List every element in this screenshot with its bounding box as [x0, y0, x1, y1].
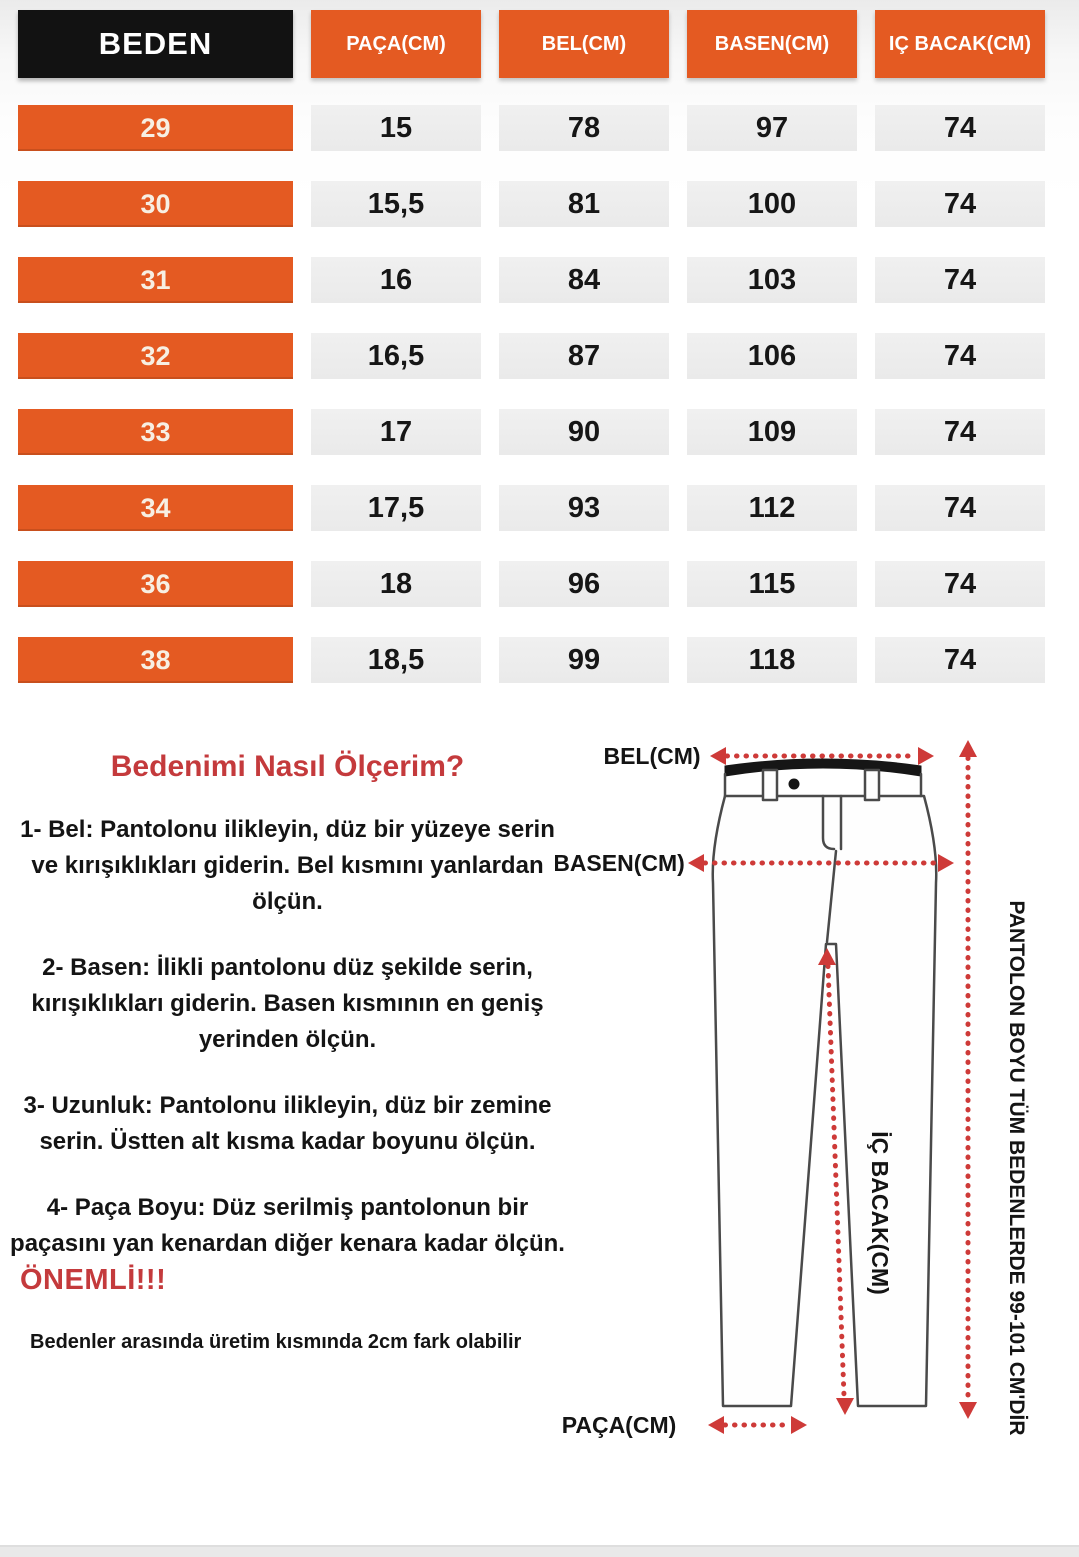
paca-cell: 15 — [311, 105, 481, 151]
bel-arrowhead-left — [710, 747, 726, 765]
bel-label: BEL(CM) — [603, 743, 700, 769]
size-cell: 36 — [18, 561, 293, 607]
waistband — [724, 758, 922, 777]
paca-arrowhead-left — [708, 1416, 724, 1434]
basen-cell: 112 — [687, 485, 857, 531]
paca-cell: 17 — [311, 409, 481, 455]
header-basen: BASEN(CM) — [687, 10, 857, 78]
basen-cell: 97 — [687, 105, 857, 151]
table-row: 36 18 96 115 74 — [18, 561, 1063, 607]
belt-loop-right — [863, 768, 881, 802]
instruction-basen: 2- Basen: İlikli pantolonu düz şekilde s… — [31, 954, 544, 1053]
header-ic-bacak: IÇ BACAK(CM) — [875, 10, 1045, 78]
bottom-strip — [0, 1545, 1079, 1557]
basen-cell: 115 — [687, 561, 857, 607]
basen-cell: 118 — [687, 637, 857, 683]
table-row: 32 16,5 87 106 74 — [18, 333, 1063, 379]
important-label: ÖNEMLİ!!! — [20, 1264, 167, 1296]
ic-bacak-arrowhead-bottom — [836, 1398, 854, 1415]
paca-cell: 16,5 — [311, 333, 481, 379]
size-cell: 29 — [18, 105, 293, 151]
paca-label: PAÇA(CM) — [562, 1412, 677, 1438]
bel-cell: 87 — [499, 333, 669, 379]
paca-cell: 15,5 — [311, 181, 481, 227]
basen-label: BASEN(CM) — [555, 850, 685, 876]
ic-bacak-cell: 74 — [875, 257, 1045, 303]
basen-cell: 100 — [687, 181, 857, 227]
size-cell: 31 — [18, 257, 293, 303]
bel-cell: 99 — [499, 637, 669, 683]
table-row: 31 16 84 103 74 — [18, 257, 1063, 303]
ic-bacak-cell: 74 — [875, 181, 1045, 227]
pants-measurement-diagram: BEL(CM) BASEN(CM) İÇ BACAK(CM) PAÇA(CM) … — [555, 740, 1028, 1438]
paca-cell: 17,5 — [311, 485, 481, 531]
bel-cell: 84 — [499, 257, 669, 303]
table-row: 33 17 90 109 74 — [18, 409, 1063, 455]
instruction-bel: 1- Bel: Pantolonu ilikleyin, düz bir yüz… — [20, 816, 555, 915]
pant-length-label: PANTOLON BOYU TÜM BEDENLERDE 99-101 CM'D… — [1005, 900, 1028, 1435]
size-cell: 30 — [18, 181, 293, 227]
ic-bacak-cell: 74 — [875, 333, 1045, 379]
basen-cell: 109 — [687, 409, 857, 455]
ic-bacak-cell: 74 — [875, 561, 1045, 607]
header-beden: BEDEN — [18, 10, 293, 78]
center-seam — [825, 849, 838, 944]
pants-outline — [711, 794, 938, 1408]
pant-length-arrowhead-top — [959, 740, 977, 757]
bel-arrowhead-right — [918, 747, 934, 765]
size-cell: 32 — [18, 333, 293, 379]
bel-cell: 81 — [499, 181, 669, 227]
bel-cell: 90 — [499, 409, 669, 455]
size-cell: 38 — [18, 637, 293, 683]
paca-arrowhead-right — [791, 1416, 807, 1434]
basen-arrowhead-right — [938, 854, 954, 872]
basen-cell: 103 — [687, 257, 857, 303]
measuring-instructions: Bedenimi Nasıl Ölçerim? 1- Bel: Pantolon… — [10, 750, 565, 1354]
ic-bacak-arrow — [825, 963, 847, 1399]
instructions-title: Bedenimi Nasıl Ölçerim? — [110, 750, 465, 783]
paca-cell: 16 — [311, 257, 481, 303]
header-paca: PAÇA(CM) — [311, 10, 481, 78]
basen-arrowhead-left — [688, 854, 704, 872]
table-row: 30 15,5 81 100 74 — [18, 181, 1063, 227]
paca-cell: 18,5 — [311, 637, 481, 683]
button — [788, 778, 800, 790]
table-row: 29 15 78 97 74 — [18, 105, 1063, 151]
size-cell: 33 — [18, 409, 293, 455]
bel-cell: 96 — [499, 561, 669, 607]
ic-bacak-cell: 74 — [875, 409, 1045, 455]
fly-seam-left — [821, 794, 836, 851]
ic-bacak-arrowhead-top — [818, 948, 836, 965]
tolerance-note: Bedenler arasında üretim kısmında 2cm fa… — [30, 1331, 522, 1353]
table-row: 34 17,5 93 112 74 — [18, 485, 1063, 531]
size-cell: 34 — [18, 485, 293, 531]
ic-bacak-cell: 74 — [875, 105, 1045, 151]
size-table: BEDEN PAÇA(CM) BEL(CM) BASEN(CM) IÇ BACA… — [18, 10, 1063, 713]
ic-bacak-label: İÇ BACAK(CM) — [867, 1131, 893, 1295]
ic-bacak-cell: 74 — [875, 637, 1045, 683]
ic-bacak-cell: 74 — [875, 485, 1045, 531]
belt-loop-left — [761, 768, 779, 802]
instruction-paca: 4- Paça Boyu: Düz serilmiş pantolonun bi… — [10, 1194, 565, 1257]
paca-cell: 18 — [311, 561, 481, 607]
instruction-uzunluk: 3- Uzunluk: Pantolonu ilikleyin, düz bir… — [23, 1092, 552, 1155]
waistband-edges — [723, 772, 923, 798]
bel-cell: 78 — [499, 105, 669, 151]
header-bel: BEL(CM) — [499, 10, 669, 78]
table-row: 38 18,5 99 118 74 — [18, 637, 1063, 683]
basen-cell: 106 — [687, 333, 857, 379]
table-header-row: BEDEN PAÇA(CM) BEL(CM) BASEN(CM) IÇ BACA… — [18, 10, 1063, 78]
bel-cell: 93 — [499, 485, 669, 531]
pant-length-arrowhead-bottom — [959, 1402, 977, 1419]
